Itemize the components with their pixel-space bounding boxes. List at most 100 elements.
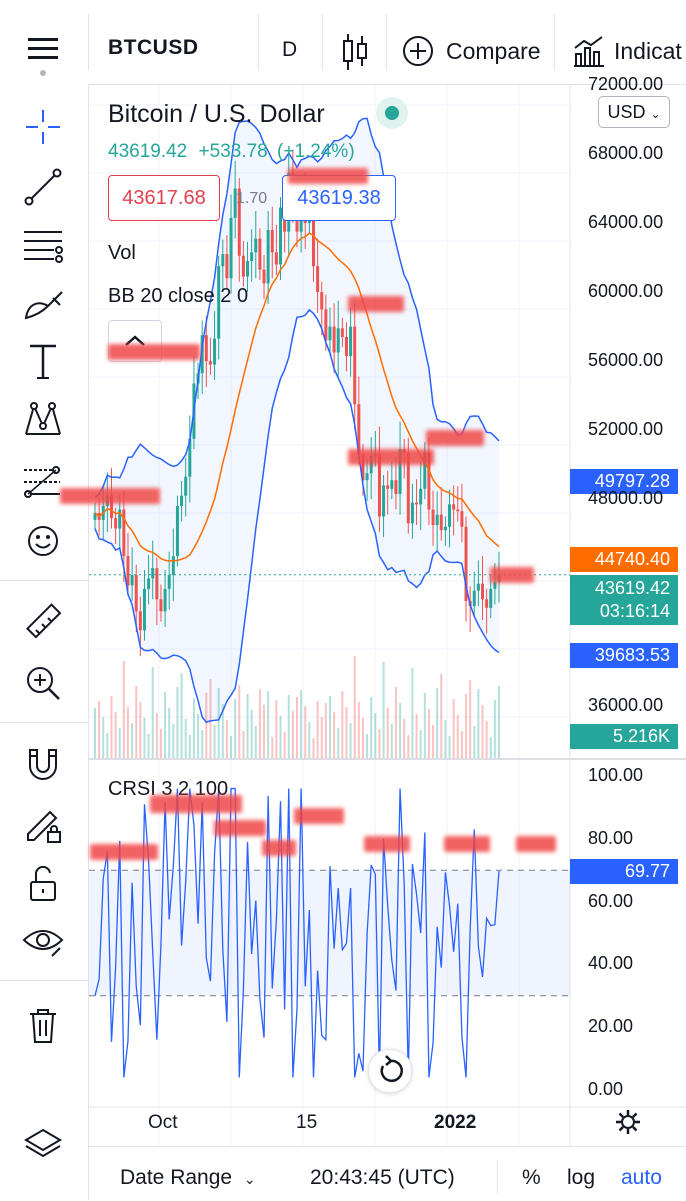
legend-symbol-title[interactable]: Bitcoin / U.S. Dollar (108, 100, 325, 128)
trend-line-icon[interactable] (20, 164, 66, 210)
volume-bar (258, 689, 261, 758)
compare-button[interactable]: Compare (446, 38, 541, 64)
candle-body (142, 588, 146, 631)
volume-bar (184, 719, 187, 758)
volume-bar (188, 735, 191, 758)
candle-body (167, 575, 171, 589)
layers-icon[interactable] (20, 1122, 66, 1168)
candle-body (382, 485, 386, 517)
magnet-icon[interactable] (20, 740, 66, 786)
candle-body (415, 502, 419, 505)
volume-bar (407, 735, 410, 758)
settings-gear-icon[interactable] (614, 1108, 642, 1136)
compare-plus-icon[interactable] (402, 35, 434, 67)
candle-body (427, 452, 431, 510)
chart-pane[interactable] (89, 85, 686, 1146)
candle-body (460, 511, 464, 527)
volume-bar (164, 692, 167, 758)
volume-bar (238, 685, 241, 758)
candle-body (485, 599, 489, 608)
date-range-button[interactable]: Date Range ⌄ (120, 1166, 256, 1190)
indicators-button[interactable]: Indicat (614, 38, 682, 64)
auto-scale-button[interactable]: auto (621, 1166, 662, 1189)
volume-bar (333, 712, 336, 758)
bollinger-legend[interactable]: BB 20 close 2 0 (108, 285, 249, 307)
candle-body (316, 266, 320, 293)
volume-bar (448, 736, 451, 758)
volume-bar (328, 696, 331, 758)
bar-countdown: 03:16:14 (599, 601, 670, 621)
reset-chart-button[interactable] (368, 1049, 412, 1093)
volume-bar (489, 737, 492, 758)
lock-drawings-icon[interactable] (20, 800, 66, 846)
ruler-icon[interactable] (20, 600, 66, 646)
hamburger-icon (28, 38, 58, 76)
volume-bar (291, 711, 294, 758)
volume-bar (423, 693, 426, 758)
crsi-tick: 40.00 (588, 953, 634, 974)
interval-button[interactable]: D (282, 38, 298, 61)
volume-bar (250, 710, 253, 758)
prediction-tool-icon[interactable] (20, 460, 66, 506)
candle-body (349, 326, 353, 356)
chevron-up-icon (125, 335, 145, 346)
menu-button[interactable] (0, 0, 88, 84)
candle-body (340, 328, 344, 337)
volume-bar (221, 704, 224, 758)
fib-retracement-icon[interactable] (20, 222, 66, 268)
percent-scale-button[interactable]: % (522, 1166, 541, 1189)
brush-icon[interactable] (20, 280, 66, 326)
trash-icon[interactable] (20, 1002, 66, 1048)
text-tool-icon[interactable] (20, 338, 66, 384)
volume-legend[interactable]: Vol (108, 242, 136, 264)
redaction-mark (108, 344, 200, 360)
smiley-icon[interactable] (20, 518, 66, 564)
volume-bar (357, 702, 360, 758)
log-scale-button[interactable]: log (567, 1166, 596, 1189)
bb-basis-line (94, 232, 500, 562)
volume-bar (143, 718, 146, 758)
candle-body (114, 518, 118, 529)
sell-button[interactable]: 43617.68 (108, 175, 220, 221)
volume-bar (296, 697, 298, 758)
volume-bar (147, 734, 150, 758)
zoom-in-icon[interactable] (20, 660, 66, 706)
utc-clock[interactable]: 20:43:45 (UTC) (310, 1166, 455, 1189)
candle-body (431, 509, 435, 526)
volume-bar (353, 656, 356, 758)
currency-value: USD (607, 102, 646, 122)
candle-body (188, 438, 192, 477)
volume-bar (349, 723, 352, 758)
eye-icon[interactable] (20, 918, 66, 964)
candle-body (163, 588, 167, 612)
candle-body (254, 238, 258, 253)
volume-bar (234, 699, 237, 758)
volume-bar (473, 726, 476, 758)
volume-bar (135, 686, 138, 758)
volume-bar (337, 728, 340, 758)
crsi-legend[interactable]: CRSI 3 2 100 (108, 778, 229, 800)
volume-bar (176, 687, 179, 758)
pattern-tool-icon[interactable] (20, 396, 66, 442)
price-tick: 48000.00 (588, 488, 664, 509)
price-tick: 56000.00 (588, 350, 664, 371)
candle-body (377, 454, 381, 517)
volume-bar (300, 690, 303, 758)
crosshair-icon[interactable] (20, 104, 66, 150)
candle-body (221, 254, 225, 267)
candle-body (155, 568, 159, 600)
volume-bar (460, 731, 463, 758)
candle-body (118, 509, 122, 529)
symbol-search-button[interactable]: BTCUSD (108, 36, 199, 59)
candle-body (361, 454, 365, 481)
candles-icon[interactable] (340, 32, 370, 72)
volume-bar (465, 694, 468, 758)
candle-body (147, 578, 151, 589)
unlock-icon[interactable] (20, 860, 66, 906)
date-range-label: Date Range (120, 1166, 233, 1189)
candle-body (324, 309, 328, 341)
legend-price-change: 43619.42 +533.78 (+1.24%) (108, 141, 355, 163)
currency-select[interactable]: USD ⌄ (598, 96, 670, 128)
indicators-icon[interactable] (572, 34, 606, 68)
volume-bar (452, 699, 455, 758)
